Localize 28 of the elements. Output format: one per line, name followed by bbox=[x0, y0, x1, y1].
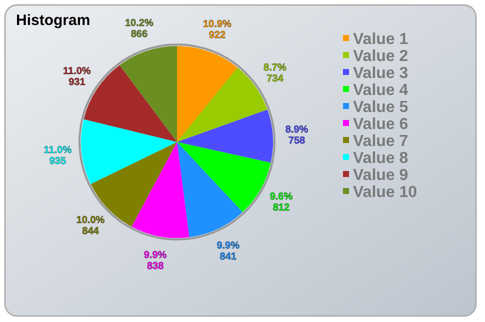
pie-slice bbox=[132, 142, 190, 238]
legend-label: Value 9 bbox=[353, 167, 408, 184]
pie-slice bbox=[81, 119, 177, 184]
legend-label: Value 7 bbox=[353, 133, 408, 150]
pie-slice bbox=[177, 46, 238, 142]
legend-label: Value 8 bbox=[353, 150, 408, 167]
pie-slice bbox=[120, 46, 177, 142]
legend-label: Value 10 bbox=[353, 184, 418, 201]
legend-label: Value 3 bbox=[353, 65, 408, 82]
data-label: 11.0% 931 bbox=[63, 66, 91, 88]
data-label: 8.7% 734 bbox=[264, 62, 286, 85]
legend-label: Value 6 bbox=[353, 116, 408, 133]
legend-label: Value 1 bbox=[353, 31, 408, 48]
legend-label: Value 2 bbox=[353, 48, 408, 65]
pie-slice bbox=[177, 142, 243, 238]
legend-label: Value 4 bbox=[353, 82, 408, 99]
legend-label: Value 5 bbox=[353, 99, 408, 116]
chart-title: Histogram bbox=[16, 12, 90, 29]
data-label: 10.2% 866 bbox=[124, 18, 154, 40]
data-label: 9.9% 838 bbox=[144, 250, 167, 272]
data-label: 9.6% 812 bbox=[270, 191, 293, 214]
data-label: 9.9% 841 bbox=[216, 240, 240, 263]
data-label: 10.0% 844 bbox=[76, 215, 105, 238]
data-label: 8.9% 758 bbox=[285, 124, 308, 146]
data-label: 11.0% 935 bbox=[44, 144, 72, 167]
pie-slice bbox=[177, 110, 273, 163]
pie-slice bbox=[177, 142, 271, 212]
data-label: 10.9% 922 bbox=[203, 18, 232, 41]
